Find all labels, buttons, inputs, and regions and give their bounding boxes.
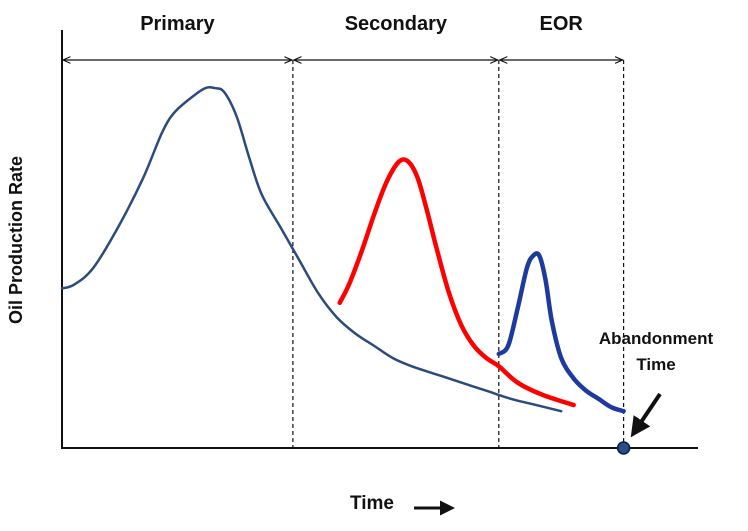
y-axis-label: Oil Production Rate (6, 156, 26, 324)
series-layer (60, 86, 626, 414)
series-line-0 (60, 86, 563, 413)
x-axis-label: Time (350, 493, 394, 514)
abandonment-arrow-icon (630, 392, 662, 438)
phase-label: EOR (540, 13, 584, 35)
abandonment-point (616, 441, 631, 455)
phase-label: Secondary (345, 13, 448, 35)
series-line-2 (496, 251, 626, 414)
abandonment-label-line1: Abandonment (599, 329, 714, 348)
series-line-1 (337, 157, 576, 408)
phase-layer: Primary Secondary EOR (63, 13, 625, 448)
abandonment-label-line2: Time (636, 355, 675, 374)
phase-label: Primary (140, 13, 215, 35)
